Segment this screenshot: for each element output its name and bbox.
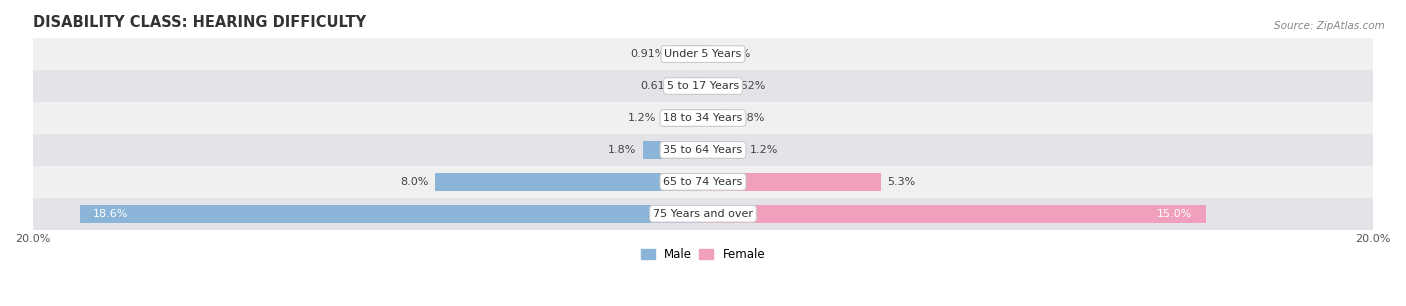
Bar (32, 166, 1374, 198)
Legend: Male, Female: Male, Female (636, 244, 770, 266)
Text: Source: ZipAtlas.com: Source: ZipAtlas.com (1274, 21, 1385, 32)
Bar (672, 45, 703, 63)
Text: 1.2%: 1.2% (627, 113, 657, 123)
Text: 0.58%: 0.58% (730, 113, 765, 123)
Text: 5 to 17 Years: 5 to 17 Years (666, 81, 740, 91)
Bar (32, 38, 1374, 70)
Bar (662, 109, 703, 127)
Bar (32, 198, 1374, 230)
Text: 1.8%: 1.8% (607, 145, 636, 155)
Text: 15.0%: 15.0% (1157, 209, 1192, 219)
Bar (80, 205, 703, 222)
Text: 1.2%: 1.2% (749, 145, 779, 155)
Bar (682, 77, 703, 95)
Bar (434, 173, 703, 191)
Text: 18 to 34 Years: 18 to 34 Years (664, 113, 742, 123)
Bar (703, 77, 724, 95)
Text: 0.17%: 0.17% (716, 49, 751, 59)
Bar (703, 141, 744, 159)
Bar (703, 109, 723, 127)
Text: 8.0%: 8.0% (399, 177, 429, 187)
Bar (703, 45, 709, 63)
Text: 75 Years and over: 75 Years and over (652, 209, 754, 219)
Text: 65 to 74 Years: 65 to 74 Years (664, 177, 742, 187)
Bar (643, 141, 703, 159)
Text: 18.6%: 18.6% (93, 209, 128, 219)
Text: 0.61%: 0.61% (641, 81, 676, 91)
Text: Under 5 Years: Under 5 Years (665, 49, 741, 59)
Text: DISABILITY CLASS: HEARING DIFFICULTY: DISABILITY CLASS: HEARING DIFFICULTY (32, 15, 366, 30)
Bar (32, 102, 1374, 134)
Bar (703, 173, 880, 191)
Text: 35 to 64 Years: 35 to 64 Years (664, 145, 742, 155)
Text: 5.3%: 5.3% (887, 177, 915, 187)
Text: 0.91%: 0.91% (630, 49, 666, 59)
Text: 0.62%: 0.62% (731, 81, 766, 91)
Bar (32, 134, 1374, 166)
Bar (703, 205, 1206, 222)
Bar (32, 70, 1374, 102)
